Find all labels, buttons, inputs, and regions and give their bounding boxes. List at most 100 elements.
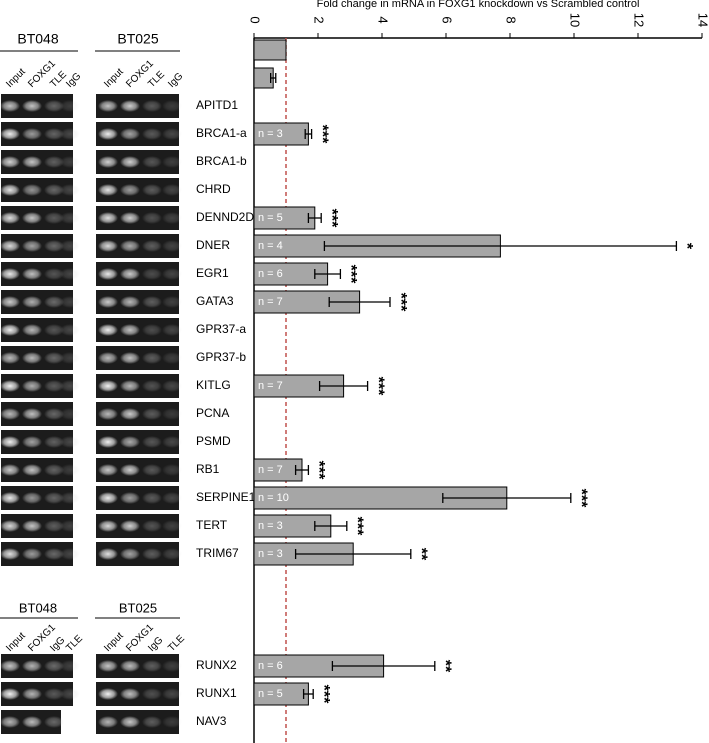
significance: *** xyxy=(342,265,359,284)
category-label: GPR37-b xyxy=(196,350,246,364)
gel-band xyxy=(0,156,20,168)
gel-band xyxy=(44,156,64,168)
gel-band xyxy=(22,324,42,336)
gel-band xyxy=(60,268,80,280)
gel-band xyxy=(142,408,162,420)
lane-label: Input xyxy=(4,630,28,654)
gel-band xyxy=(0,184,20,196)
gel-band xyxy=(162,436,182,448)
gel-band xyxy=(0,352,20,364)
gel-band xyxy=(120,268,140,280)
gel-band xyxy=(120,100,140,112)
gel-band xyxy=(44,380,64,392)
gel-band xyxy=(22,464,42,476)
gel-band xyxy=(44,128,64,140)
error-bar xyxy=(294,465,310,475)
gel-band xyxy=(0,128,20,140)
lane-label: TLE xyxy=(64,633,85,654)
gel-band xyxy=(162,296,182,308)
error-bar xyxy=(294,549,412,559)
gel-band xyxy=(120,212,140,224)
gel-band xyxy=(0,520,20,532)
lane-label: IgG xyxy=(166,71,185,90)
n-label: n = 3 xyxy=(258,520,283,532)
gel-band xyxy=(44,660,64,672)
gel-band xyxy=(22,380,42,392)
category-label: TERT xyxy=(196,518,228,532)
category-label: EGR1 xyxy=(196,266,229,280)
gel-band xyxy=(22,100,42,112)
gel-band xyxy=(44,408,64,420)
gel-band xyxy=(60,100,80,112)
category-label: PCNA xyxy=(196,406,229,420)
gel-band xyxy=(60,240,80,252)
gel-band xyxy=(120,492,140,504)
n-label: n = 6 xyxy=(258,660,283,672)
significance: *** xyxy=(349,517,366,536)
gel-band xyxy=(44,296,64,308)
gel-band xyxy=(22,240,42,252)
gel-band xyxy=(0,716,20,728)
error-bar xyxy=(442,493,572,503)
gel-band xyxy=(142,128,162,140)
error-bar xyxy=(302,689,314,699)
error-bar xyxy=(314,521,348,531)
gel-band xyxy=(60,212,80,224)
lane-label: IgG xyxy=(146,635,165,654)
gel-band xyxy=(60,492,80,504)
gel-band xyxy=(142,184,162,196)
gel-band xyxy=(142,520,162,532)
gel-band xyxy=(162,184,182,196)
n-label: n = 7 xyxy=(258,464,283,476)
significance: ** xyxy=(437,660,454,673)
category-label: GPR37-a xyxy=(196,322,246,336)
error-bar xyxy=(304,129,313,139)
cell-line-header: BT025 xyxy=(119,600,157,615)
gel-band xyxy=(142,100,162,112)
error-bar xyxy=(328,297,391,307)
category-label: PSMD xyxy=(196,434,231,448)
significance: *** xyxy=(573,489,590,508)
gel-band xyxy=(142,296,162,308)
gel-band xyxy=(142,352,162,364)
significance: *** xyxy=(310,461,327,480)
category-label: KITLG xyxy=(196,378,231,392)
category-label: GATA3 xyxy=(196,294,234,308)
category-label: APITD1 xyxy=(196,98,238,112)
gel-band xyxy=(0,324,20,336)
gel-band xyxy=(98,380,118,392)
x-tick-label: 4 xyxy=(376,16,391,23)
x-tick-label: 12 xyxy=(632,13,647,27)
gel-band xyxy=(120,436,140,448)
gel-band xyxy=(162,352,182,364)
gel-band xyxy=(98,100,118,112)
cell-line-header: BT048 xyxy=(17,31,58,47)
significance: *** xyxy=(369,377,386,396)
gel-band xyxy=(98,436,118,448)
gel-band xyxy=(162,548,182,560)
gel-band xyxy=(0,660,20,672)
gel-band xyxy=(60,380,80,392)
category-label: NAV3 xyxy=(196,714,227,728)
gel-band xyxy=(0,688,20,700)
cell-line-header: BT048 xyxy=(19,600,57,615)
x-tick-label: 10 xyxy=(568,13,583,27)
gel-band xyxy=(162,492,182,504)
gel-band xyxy=(0,268,20,280)
significance: *** xyxy=(315,685,332,704)
gel-band xyxy=(162,268,182,280)
gel-band xyxy=(22,408,42,420)
n-label: n = 3 xyxy=(258,128,283,140)
gel-band xyxy=(44,464,64,476)
gel-band xyxy=(142,688,162,700)
gel-band xyxy=(60,408,80,420)
gel-band xyxy=(60,436,80,448)
gel-band xyxy=(0,380,20,392)
gel-band xyxy=(0,240,20,252)
error-bar xyxy=(307,213,322,223)
n-label: n = 3 xyxy=(258,548,283,560)
gel-band xyxy=(162,156,182,168)
x-tick-label: 0 xyxy=(248,16,263,23)
error-bar xyxy=(331,661,436,671)
n-label: n = 7 xyxy=(258,296,283,308)
